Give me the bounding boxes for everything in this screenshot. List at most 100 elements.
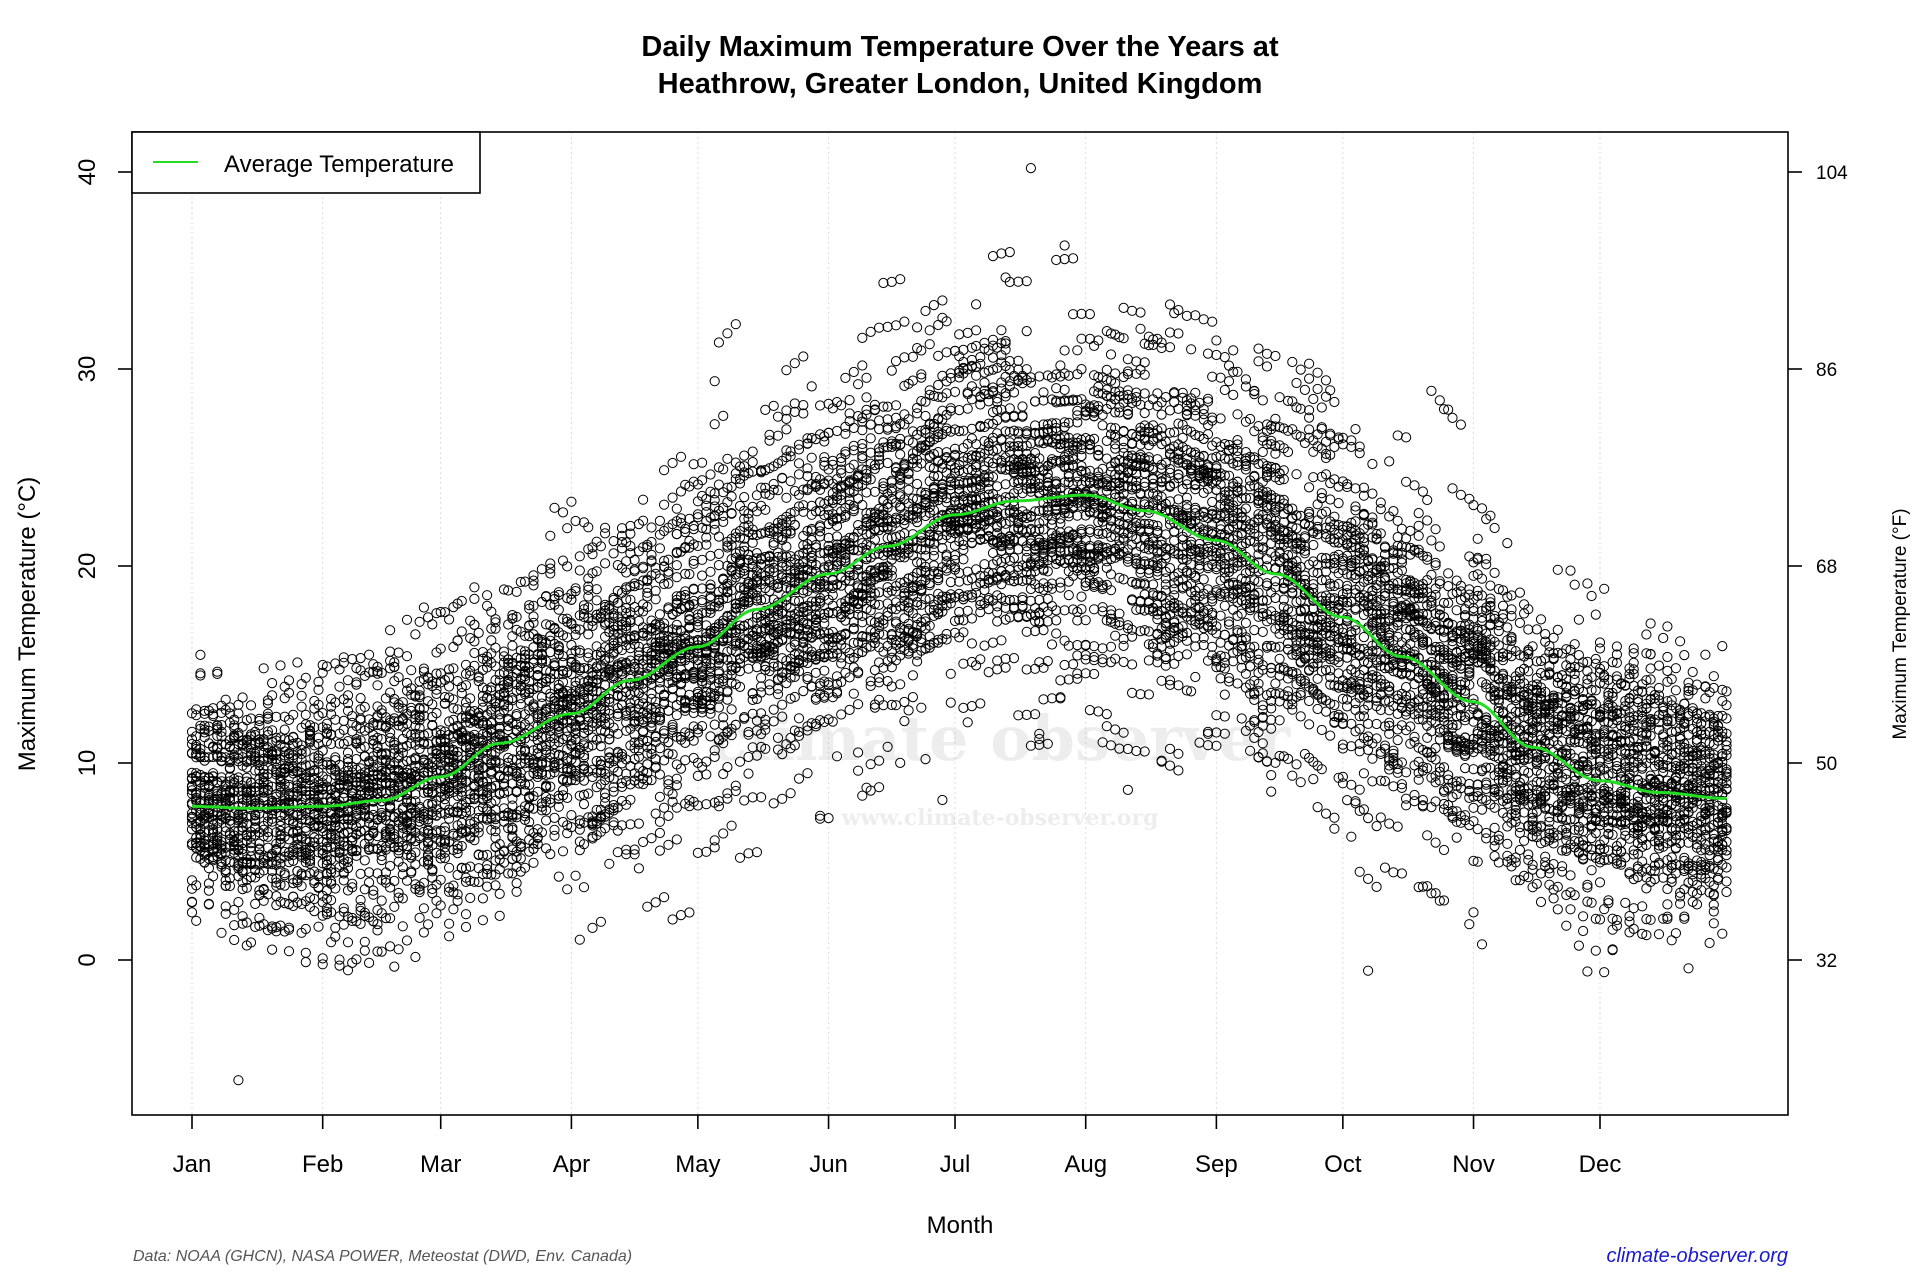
- observation-point: [389, 901, 400, 912]
- observation-point: [1683, 683, 1694, 694]
- observation-point: [1270, 678, 1281, 689]
- observation-point: [701, 532, 712, 543]
- observation-point: [1181, 492, 1193, 503]
- observation-point: [1401, 476, 1412, 487]
- observation-point: [1704, 937, 1715, 949]
- observation-point: [793, 773, 805, 784]
- observation-point: [996, 325, 1007, 336]
- observation-point: [874, 451, 885, 462]
- observation-point: [229, 934, 240, 946]
- observation-point: [857, 332, 868, 343]
- observation-point: [608, 536, 619, 547]
- observation-point: [1304, 424, 1315, 435]
- observation-point: [1173, 651, 1184, 662]
- observation-point: [1046, 639, 1058, 650]
- observation-point: [751, 490, 763, 501]
- observation-point: [739, 795, 750, 806]
- observation-point: [882, 741, 893, 752]
- observation-point: [1190, 310, 1201, 321]
- observation-point: [1261, 580, 1273, 591]
- observation-point: [1371, 718, 1382, 730]
- observation-point: [444, 681, 455, 692]
- observation-point: [229, 920, 240, 931]
- observation-point: [1662, 899, 1673, 910]
- observation-point: [1190, 502, 1201, 513]
- observation-point: [1299, 548, 1311, 559]
- observation-point: [1367, 458, 1378, 470]
- observation-point: [410, 951, 421, 963]
- observation-point: [1342, 795, 1353, 806]
- observation-point: [1257, 446, 1268, 458]
- observation-point: [364, 867, 375, 878]
- observation-point: [414, 616, 425, 627]
- observation-point: [806, 452, 817, 463]
- observation-point: [764, 435, 775, 446]
- observation-point: [410, 789, 421, 800]
- observation-point: [389, 961, 400, 972]
- observation-point: [1578, 925, 1589, 937]
- observation-point: [747, 694, 758, 706]
- observation-point: [1232, 435, 1243, 446]
- observation-point: [781, 365, 792, 376]
- observation-point: [654, 845, 666, 856]
- observation-point: [726, 481, 737, 492]
- observation-point: [1354, 866, 1365, 877]
- observation-point: [507, 631, 518, 642]
- observation-point: [1350, 796, 1361, 807]
- observation-point: [709, 419, 720, 430]
- observation-point: [1207, 496, 1218, 508]
- observation-point: [1186, 686, 1197, 697]
- observation-point: [1590, 609, 1601, 620]
- observation-point: [1329, 823, 1340, 834]
- observation-point: [907, 670, 919, 681]
- observation-point: [1143, 655, 1155, 666]
- observation-point: [524, 620, 535, 631]
- observation-point: [1350, 505, 1361, 516]
- observation-point: [793, 713, 805, 724]
- observation-point: [1312, 383, 1323, 395]
- observation-point: [477, 893, 488, 904]
- observation-point: [271, 880, 282, 891]
- observation-point: [1337, 693, 1349, 704]
- observation-point: [1451, 832, 1462, 843]
- observation-point: [258, 663, 269, 674]
- observation-point: [1535, 868, 1547, 879]
- observation-point: [1105, 349, 1117, 360]
- observation-point: [1253, 356, 1264, 367]
- observation-point: [924, 325, 935, 336]
- observation-point: [1312, 802, 1323, 813]
- observation-point: [684, 569, 695, 580]
- observation-point: [987, 547, 999, 559]
- observation-point: [1401, 793, 1412, 804]
- observation-point: [519, 630, 531, 641]
- observation-point: [1059, 659, 1070, 671]
- observation-point: [1156, 675, 1167, 686]
- observation-point: [1118, 640, 1129, 652]
- observation-point: [1173, 494, 1184, 505]
- observation-point: [1030, 396, 1041, 407]
- observation-point: [1059, 605, 1070, 616]
- observation-point: [1464, 792, 1475, 804]
- observation-point: [1076, 591, 1087, 602]
- observation-point: [469, 593, 480, 605]
- observation-point: [1624, 911, 1635, 922]
- observation-point: [1051, 383, 1062, 394]
- scatter-points: [186, 163, 1732, 1086]
- observation-point: [300, 957, 311, 968]
- observation-point: [1152, 388, 1163, 399]
- observation-point: [1481, 833, 1492, 844]
- observation-point: [279, 681, 290, 692]
- observation-point: [1198, 639, 1209, 651]
- observation-point: [1384, 728, 1395, 739]
- observation-point: [1169, 535, 1180, 546]
- observation-point: [338, 652, 349, 663]
- observation-point: [734, 852, 746, 863]
- watermark-name: climate observer: [710, 702, 1291, 775]
- observation-point: [1468, 907, 1479, 918]
- observation-point: [933, 350, 944, 361]
- observation-point: [1257, 626, 1268, 638]
- observation-point: [882, 424, 893, 435]
- observation-point: [604, 858, 615, 869]
- observation-point: [511, 586, 522, 597]
- observation-point: [578, 799, 590, 810]
